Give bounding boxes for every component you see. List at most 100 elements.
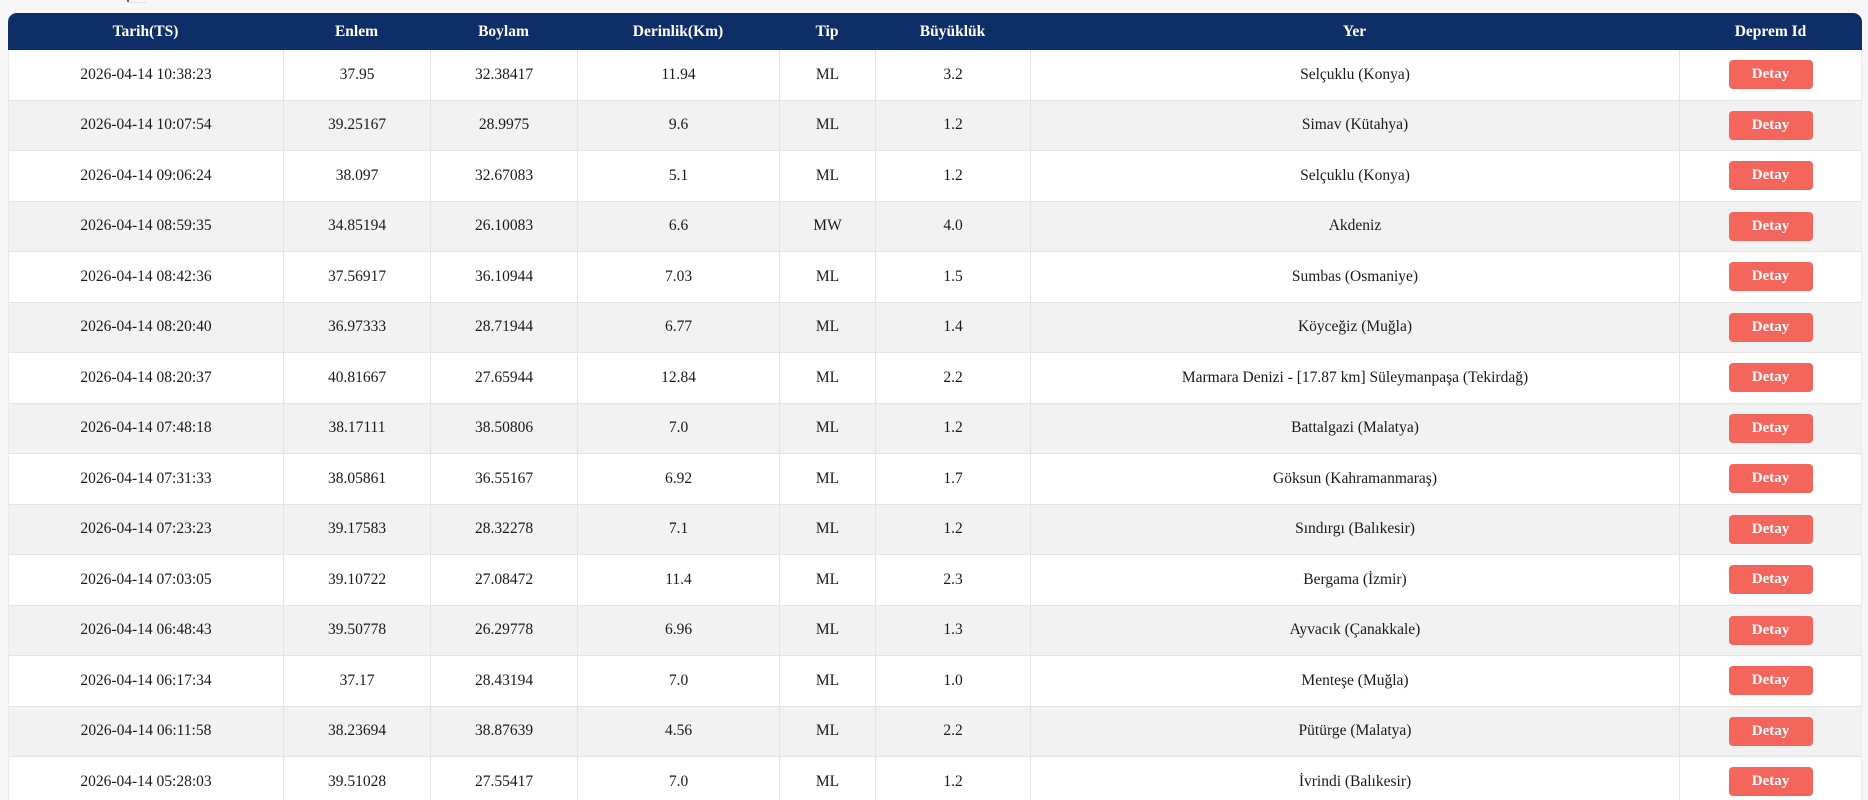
cell-enlem: 34.85194 bbox=[283, 201, 430, 252]
cell-deprem-id: Detay bbox=[1679, 201, 1862, 252]
detay-button[interactable]: Detay bbox=[1728, 767, 1813, 797]
cell-tip: ML bbox=[779, 100, 875, 151]
cell-derinlik: 12.84 bbox=[577, 353, 779, 404]
cell-yer: Menteşe (Muğla) bbox=[1030, 656, 1679, 707]
cell-tarih: 2026-04-14 05:28:03 bbox=[8, 757, 283, 800]
cell-buyukluk: 1.7 bbox=[875, 454, 1030, 505]
cell-boylam: 26.29778 bbox=[430, 605, 577, 656]
table-row: 2026-04-14 08:20:40 36.97333 28.71944 6.77 M… bbox=[8, 302, 1862, 353]
cell-tarih: 2026-04-14 10:38:23 bbox=[8, 50, 283, 101]
cell-deprem-id: Detay bbox=[1679, 151, 1862, 202]
cell-boylam: 38.50806 bbox=[430, 403, 577, 454]
detay-button[interactable]: Detay bbox=[1728, 464, 1813, 494]
cell-yer: Köyceğiz (Muğla) bbox=[1030, 302, 1679, 353]
cell-yer: Selçuklu (Konya) bbox=[1030, 151, 1679, 202]
detay-button[interactable]: Detay bbox=[1728, 262, 1813, 292]
cell-tarih: 2026-04-14 09:06:24 bbox=[8, 151, 283, 202]
cell-tip: ML bbox=[779, 656, 875, 707]
table-row: 2026-04-14 10:07:54 39.25167 28.9975 9.6 ML 1… bbox=[8, 100, 1862, 151]
cell-tarih: 2026-04-14 06:48:43 bbox=[8, 605, 283, 656]
cell-boylam: 38.87639 bbox=[430, 706, 577, 757]
cell-enlem: 38.097 bbox=[283, 151, 430, 202]
cell-tip: ML bbox=[779, 50, 875, 101]
cell-boylam: 27.55417 bbox=[430, 757, 577, 800]
table-row: 2026-04-14 06:17:34 37.17 28.43194 7.0 ML 1.0… bbox=[8, 656, 1862, 707]
cell-deprem-id: Detay bbox=[1679, 302, 1862, 353]
cell-tip: ML bbox=[779, 353, 875, 404]
top-edge-artifact-dot bbox=[127, 0, 129, 2]
cell-enlem: 39.17583 bbox=[283, 504, 430, 555]
cell-derinlik: 11.4 bbox=[577, 555, 779, 606]
table-row: 2026-04-14 10:38:23 37.95 32.38417 11.94 ML 3… bbox=[8, 50, 1862, 101]
detay-button[interactable]: Detay bbox=[1728, 615, 1813, 645]
cell-boylam: 32.38417 bbox=[430, 50, 577, 101]
table-row: 2026-04-14 07:23:23 39.17583 28.32278 7.1 ML… bbox=[8, 504, 1862, 555]
cell-enlem: 39.10722 bbox=[283, 555, 430, 606]
cell-tarih: 2026-04-14 08:42:36 bbox=[8, 252, 283, 303]
cell-buyukluk: 1.2 bbox=[875, 100, 1030, 151]
table-body: 2026-04-14 10:38:23 37.95 32.38417 11.94 ML 3… bbox=[8, 50, 1862, 800]
cell-tip: ML bbox=[779, 454, 875, 505]
cell-tip: ML bbox=[779, 555, 875, 606]
header-boylam: Boylam bbox=[430, 13, 577, 50]
detay-button[interactable]: Detay bbox=[1728, 565, 1813, 595]
cell-tip: ML bbox=[779, 504, 875, 555]
detay-button[interactable]: Detay bbox=[1728, 211, 1813, 241]
detay-button[interactable]: Detay bbox=[1728, 514, 1813, 544]
header-tarih: Tarih(TS) bbox=[8, 13, 283, 50]
cell-tarih: 2026-04-14 07:48:18 bbox=[8, 403, 283, 454]
cell-boylam: 32.67083 bbox=[430, 151, 577, 202]
cell-tarih: 2026-04-14 07:23:23 bbox=[8, 504, 283, 555]
cell-deprem-id: Detay bbox=[1679, 656, 1862, 707]
cell-enlem: 36.97333 bbox=[283, 302, 430, 353]
cell-derinlik: 11.94 bbox=[577, 50, 779, 101]
cell-buyukluk: 1.2 bbox=[875, 504, 1030, 555]
cell-buyukluk: 1.2 bbox=[875, 403, 1030, 454]
cell-buyukluk: 2.2 bbox=[875, 353, 1030, 404]
cell-derinlik: 7.1 bbox=[577, 504, 779, 555]
cell-tarih: 2026-04-14 06:11:58 bbox=[8, 706, 283, 757]
table-row: 2026-04-14 08:42:36 37.56917 36.10944 7.03 M… bbox=[8, 252, 1862, 303]
cell-deprem-id: Detay bbox=[1679, 757, 1862, 800]
cell-boylam: 27.65944 bbox=[430, 353, 577, 404]
table-row: 2026-04-14 09:06:24 38.097 32.67083 5.1 ML 1.… bbox=[8, 151, 1862, 202]
cell-boylam: 28.71944 bbox=[430, 302, 577, 353]
cell-buyukluk: 1.3 bbox=[875, 605, 1030, 656]
cell-yer: Sındırgı (Balıkesir) bbox=[1030, 504, 1679, 555]
cell-derinlik: 7.0 bbox=[577, 656, 779, 707]
cell-tip: MW bbox=[779, 201, 875, 252]
cell-boylam: 27.08472 bbox=[430, 555, 577, 606]
cell-boylam: 36.55167 bbox=[430, 454, 577, 505]
cell-yer: Akdeniz bbox=[1030, 201, 1679, 252]
cell-deprem-id: Detay bbox=[1679, 252, 1862, 303]
cell-yer: Simav (Kütahya) bbox=[1030, 100, 1679, 151]
detay-button[interactable]: Detay bbox=[1728, 161, 1813, 191]
table-row: 2026-04-14 07:03:05 39.10722 27.08472 11.4 M… bbox=[8, 555, 1862, 606]
table-row: 2026-04-14 08:20:37 40.81667 27.65944 12.84… bbox=[8, 353, 1862, 404]
cell-deprem-id: Detay bbox=[1679, 706, 1862, 757]
detay-button[interactable]: Detay bbox=[1728, 666, 1813, 696]
detay-button[interactable]: Detay bbox=[1728, 413, 1813, 443]
detay-button[interactable]: Detay bbox=[1728, 110, 1813, 140]
cell-tip: ML bbox=[779, 151, 875, 202]
earthquake-table-container: Tarih(TS) Enlem Boylam Derinlik(Km) Tip … bbox=[8, 13, 1862, 800]
cell-boylam: 28.9975 bbox=[430, 100, 577, 151]
cell-yer: Pütürge (Malatya) bbox=[1030, 706, 1679, 757]
detay-button[interactable]: Detay bbox=[1728, 716, 1813, 746]
cell-buyukluk: 1.4 bbox=[875, 302, 1030, 353]
cell-tip: ML bbox=[779, 706, 875, 757]
cell-buyukluk: 1.2 bbox=[875, 151, 1030, 202]
cell-tip: ML bbox=[779, 302, 875, 353]
detay-button[interactable]: Detay bbox=[1728, 60, 1813, 90]
cell-derinlik: 6.92 bbox=[577, 454, 779, 505]
cell-enlem: 37.17 bbox=[283, 656, 430, 707]
cell-derinlik: 6.6 bbox=[577, 201, 779, 252]
cell-buyukluk: 4.0 bbox=[875, 201, 1030, 252]
cell-derinlik: 7.0 bbox=[577, 757, 779, 800]
cell-deprem-id: Detay bbox=[1679, 353, 1862, 404]
cell-buyukluk: 2.3 bbox=[875, 555, 1030, 606]
table-row: 2026-04-14 05:28:03 39.51028 27.55417 7.0 ML… bbox=[8, 757, 1862, 800]
cell-enlem: 37.56917 bbox=[283, 252, 430, 303]
detay-button[interactable]: Detay bbox=[1728, 363, 1813, 393]
detay-button[interactable]: Detay bbox=[1728, 312, 1813, 342]
